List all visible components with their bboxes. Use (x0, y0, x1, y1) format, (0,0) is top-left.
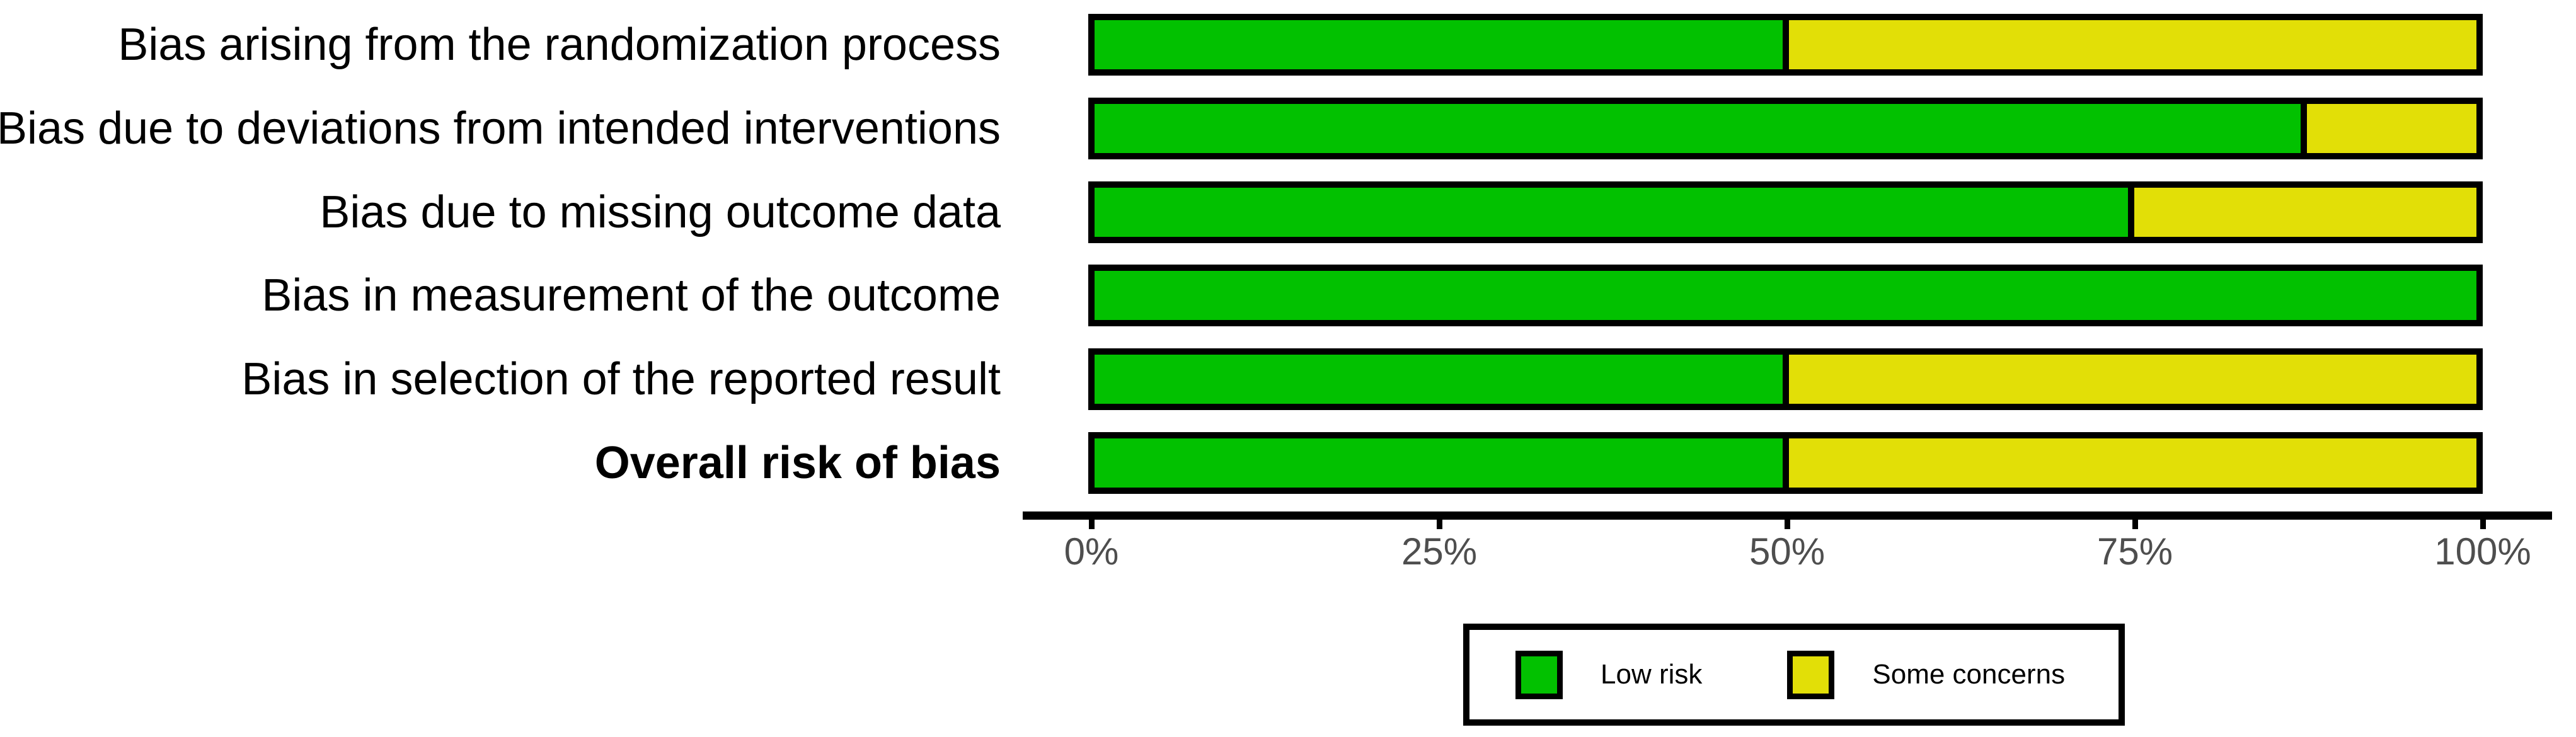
legend: Low risk Some concerns (1463, 624, 2125, 726)
x-axis-tick-label: 0% (1064, 530, 1119, 573)
category-label: Bias in selection of the reported result (241, 354, 1001, 404)
category-label: Bias due to missing outcome data (319, 187, 1001, 237)
segment-divider (2300, 104, 2307, 153)
segment-divider (2127, 188, 2134, 237)
bar-track (1088, 265, 2483, 326)
bar-segment-low-risk (1095, 20, 1786, 69)
segment-divider (1782, 355, 1789, 404)
bar-segment-low-risk (1095, 104, 2304, 153)
bar-track (1088, 348, 2483, 410)
x-axis-line (1023, 511, 2552, 520)
bar-segment-low-risk (1095, 271, 2476, 320)
bar-track (1088, 14, 2483, 76)
category-label: Bias arising from the randomization proc… (118, 20, 1001, 70)
bar-track (1088, 432, 2483, 494)
legend-swatch-icon (1515, 650, 1563, 699)
segment-divider (1782, 20, 1789, 69)
x-axis-tick-mark (1784, 520, 1790, 529)
category-label: Bias in measurement of the outcome (262, 270, 1001, 321)
bar-segment-low-risk (1095, 188, 2131, 237)
category-label: Bias due to deviations from intended int… (0, 103, 1001, 154)
category-label: Overall risk of bias (594, 438, 1001, 488)
x-axis-tick-mark (2480, 520, 2486, 529)
x-axis-tick-label: 50% (1749, 530, 1826, 573)
segment-divider (1782, 438, 1789, 488)
legend-item: Low risk (1515, 650, 1703, 699)
x-axis-tick-mark (2132, 520, 2138, 529)
x-axis-tick-label: 75% (2096, 530, 2173, 573)
x-axis-tick-label: 25% (1401, 530, 1478, 573)
legend-swatch-icon (1787, 650, 1835, 699)
legend-label: Low risk (1601, 659, 1703, 690)
x-axis-tick-label: 100% (2434, 530, 2531, 573)
x-axis-tick-mark (1436, 520, 1442, 529)
legend-item: Some concerns (1787, 650, 2066, 699)
x-axis-tick-mark (1088, 520, 1095, 529)
bar-track (1088, 98, 2483, 159)
legend-label: Some concerns (1872, 659, 2066, 690)
bar-segment-low-risk (1095, 438, 1786, 488)
bar-track (1088, 181, 2483, 243)
bar-segment-low-risk (1095, 355, 1786, 404)
